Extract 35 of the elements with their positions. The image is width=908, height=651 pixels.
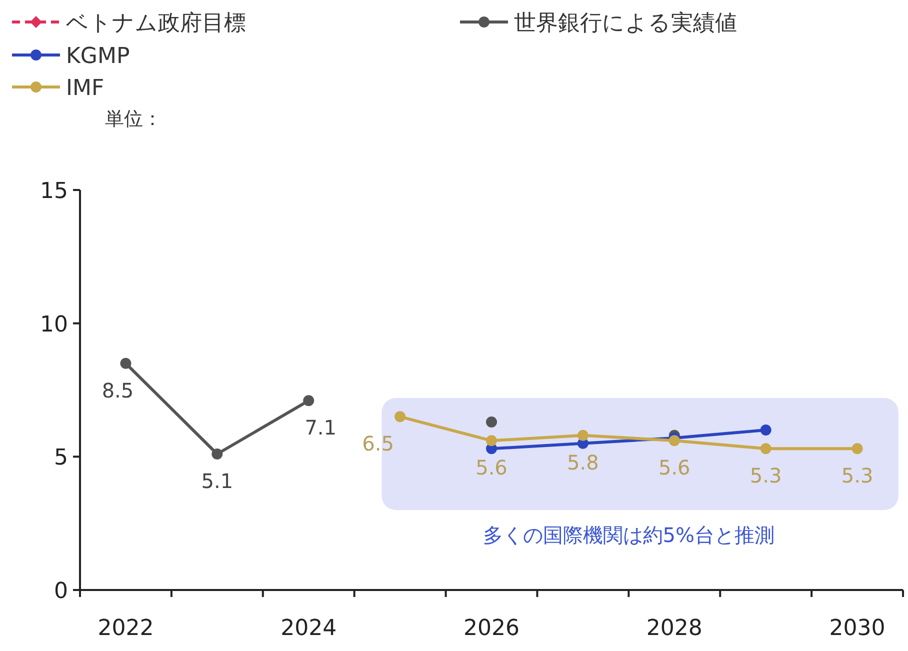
x-tick-label: 2024	[280, 616, 337, 641]
y-tick-label: 5	[54, 446, 68, 471]
annotation: 多くの国際機関は約5%台と推測	[482, 523, 775, 547]
data-label: 5.3	[841, 464, 874, 488]
data-label: 5.8	[567, 450, 599, 474]
data-label: 5.6	[476, 456, 508, 480]
x-tick-label: 2028	[646, 616, 702, 641]
y-tick-label: 10	[40, 312, 68, 338]
data-label: 7.1	[304, 416, 337, 440]
legend-label: 世界銀行による実績値	[514, 11, 737, 36]
point	[852, 443, 863, 454]
point	[303, 395, 314, 406]
y-tick-label: 0	[54, 579, 68, 604]
data-label: 6.5	[362, 432, 394, 456]
x-tick-label: 2022	[98, 616, 154, 641]
point	[760, 443, 772, 454]
legend-label: IMF	[66, 76, 104, 101]
text: 単位：	[105, 108, 162, 130]
y-tick-label: 15	[40, 179, 68, 204]
point	[668, 435, 680, 446]
data-label: 5.1	[201, 469, 234, 493]
data-label: 5.6	[658, 456, 690, 480]
data-label: 8.5	[102, 378, 134, 402]
point	[760, 424, 772, 436]
x-tick-label: 2026	[464, 616, 520, 641]
point	[486, 416, 497, 428]
point	[212, 448, 223, 460]
point	[486, 435, 497, 446]
point	[394, 411, 406, 422]
data-label: 5.3	[750, 464, 782, 488]
legend-label: ベトナム政府目標	[66, 11, 246, 36]
legend-label: KGMP	[66, 44, 130, 69]
point	[577, 430, 588, 441]
x-tick-label: 2030	[829, 616, 886, 641]
point	[120, 358, 132, 369]
